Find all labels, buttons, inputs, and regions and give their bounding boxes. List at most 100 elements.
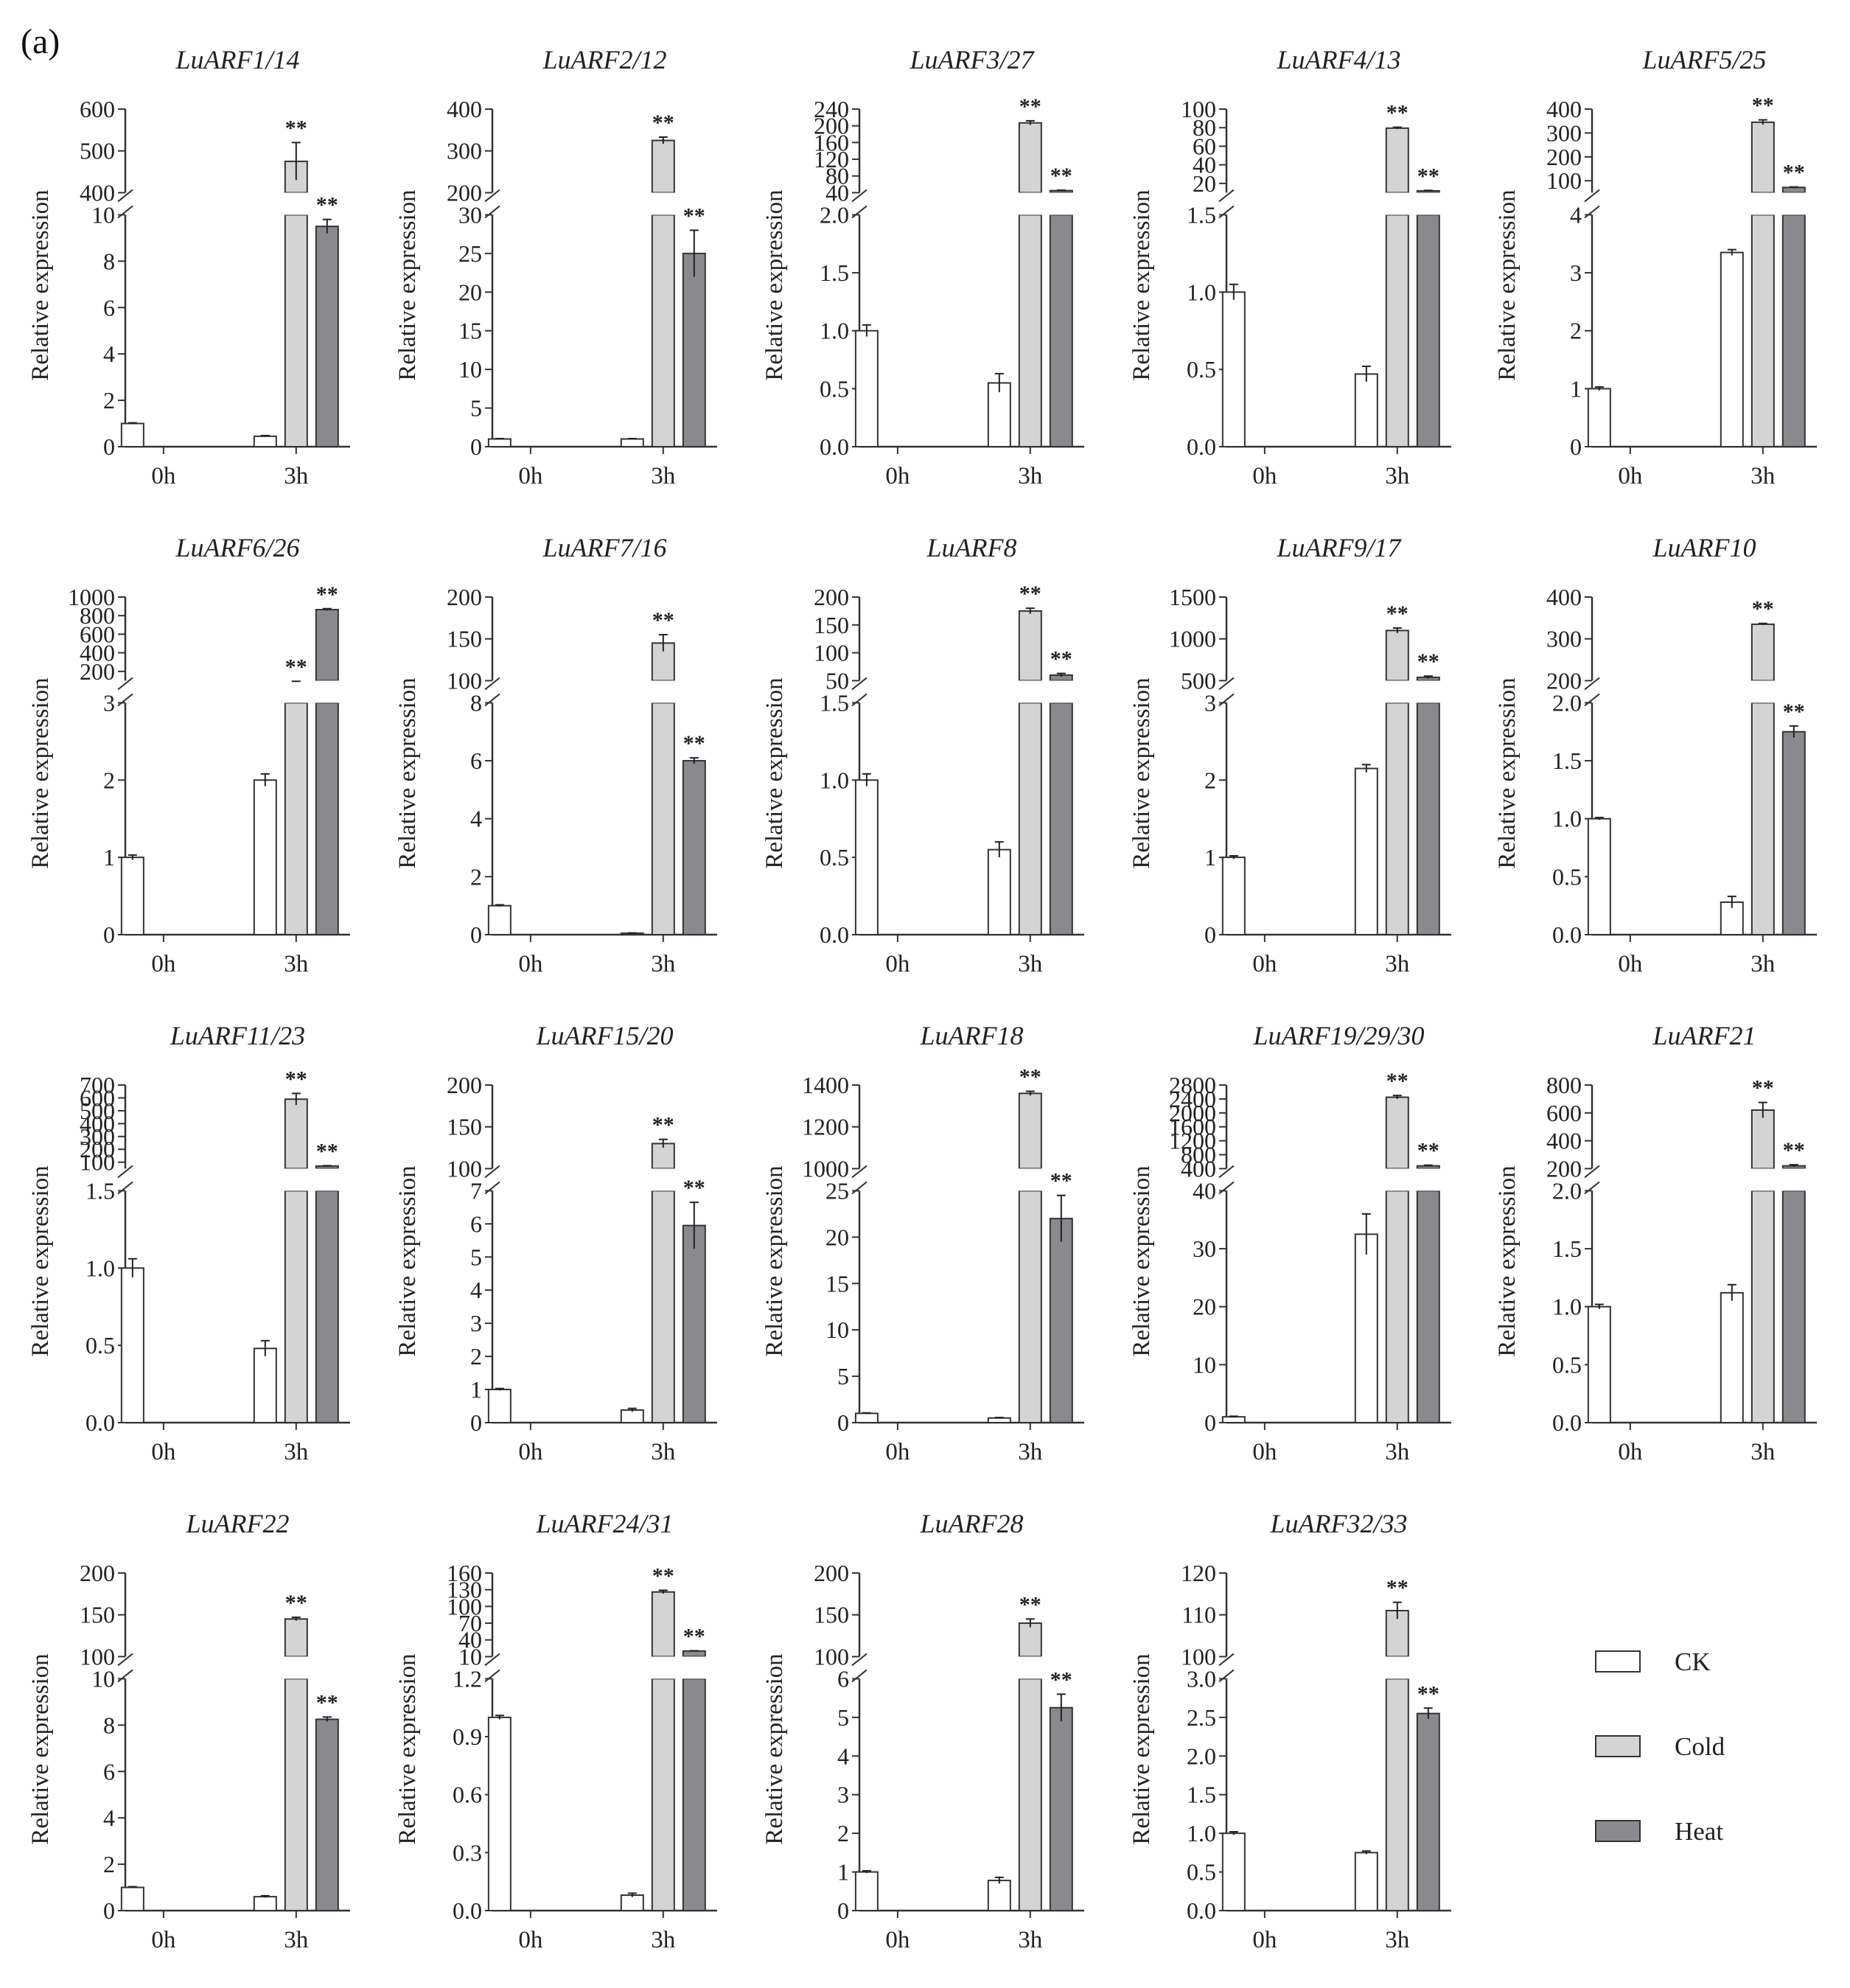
y-tick-label: 25 xyxy=(458,240,482,267)
y-tick-label: 6 xyxy=(837,1665,849,1692)
significance-marker: ** xyxy=(1050,1667,1072,1692)
x-tick-label: 0h xyxy=(1252,1927,1277,1953)
y-tick-label: 0.0 xyxy=(1187,433,1216,460)
bar-ck xyxy=(987,1880,1011,1911)
x-tick-label: 0h xyxy=(518,463,543,489)
bar-cold-upper xyxy=(651,139,675,194)
bar-ck xyxy=(487,438,512,447)
chart-luarf19-29-30: LuARF19/29/30 Relative expression 0 10 20 30 4… xyxy=(1128,1021,1451,1465)
bar-break-gap xyxy=(681,1656,707,1679)
chart-title: LuARF22 xyxy=(186,1509,290,1538)
y-tick-label: 400 xyxy=(1546,1128,1582,1154)
y-tick-label: 2800 xyxy=(1169,1072,1216,1098)
y-tick-label: 4 xyxy=(470,806,482,832)
bar-heat xyxy=(1416,702,1440,935)
y-tick-label: 1.0 xyxy=(1187,279,1216,305)
bar-break-gap xyxy=(650,1168,676,1191)
significance-marker: ** xyxy=(316,193,338,217)
bar-ck xyxy=(487,1716,512,1912)
x-tick-label: 3h xyxy=(284,463,309,489)
y-tick-label: 0 xyxy=(837,1897,849,1924)
y-axis-label: Relative expression xyxy=(1128,1165,1155,1356)
chart-luarf24-31: LuARF24/31 Relative expression 0.0 0.3 0.6 0.… xyxy=(394,1509,717,1953)
bar-heat xyxy=(1049,1706,1073,1911)
x-tick-label: 3h xyxy=(651,1439,676,1465)
axis-break-mark xyxy=(484,693,500,707)
y-tick-label: 10 xyxy=(1193,1351,1216,1378)
chart-luarf2-12: LuARF2/12 Relative expression 0 5 10 15 20 25 30… xyxy=(394,45,717,489)
significance-marker: ** xyxy=(1417,1681,1439,1706)
bar-cold-upper xyxy=(1018,122,1042,194)
significance-marker: ** xyxy=(285,655,307,679)
y-axis-label: Relative expression xyxy=(27,1165,54,1356)
bar-ck xyxy=(120,1886,144,1911)
bar-break-gap xyxy=(1017,192,1043,215)
y-tick-label: 200 xyxy=(1546,144,1582,170)
bar-heat xyxy=(1781,1190,1806,1424)
significance-marker: ** xyxy=(683,731,705,756)
y-tick-label: 1200 xyxy=(802,1114,849,1140)
bar-cold-upper xyxy=(284,1618,308,1658)
bar-break-gap xyxy=(1781,192,1807,215)
y-tick-label: 1.5 xyxy=(820,689,849,716)
y-tick-label: 500 xyxy=(80,1098,115,1124)
y-tick-label: 200 xyxy=(447,584,482,610)
chart-title: LuARF1/14 xyxy=(175,45,300,74)
y-tick-label: 1500 xyxy=(1169,584,1216,610)
axis-break-mark xyxy=(117,677,133,691)
bar-ck xyxy=(1354,1852,1378,1911)
y-tick-label: 10 xyxy=(91,1665,115,1692)
y-tick-label: 400 xyxy=(447,96,482,122)
significance-marker: ** xyxy=(1386,1576,1409,1600)
y-tick-label: 2.0 xyxy=(1187,1743,1216,1769)
axis-break-mark xyxy=(851,677,868,691)
axis-break-mark xyxy=(1584,1165,1600,1179)
y-tick-label: 2 xyxy=(470,1343,482,1370)
y-axis-label: Relative expression xyxy=(761,189,788,380)
y-tick-label: 1 xyxy=(1570,375,1582,402)
bar-ck xyxy=(987,848,1011,936)
axis-break-mark xyxy=(1584,1181,1600,1195)
axis-break-mark xyxy=(484,677,500,691)
chart-title: LuARF7/16 xyxy=(542,533,667,562)
bar-cold-upper xyxy=(651,1591,675,1658)
y-tick-label: 120 xyxy=(1181,1560,1216,1586)
y-tick-label: 0.0 xyxy=(85,1409,115,1436)
bar-cold-upper xyxy=(1750,623,1775,682)
y-tick-label: 700 xyxy=(80,1072,115,1098)
bar-heat xyxy=(1049,214,1073,447)
bar-cold xyxy=(1385,1190,1409,1424)
y-tick-label: 0.3 xyxy=(453,1839,482,1866)
y-tick-label: 400 xyxy=(1546,584,1582,610)
bar-cold xyxy=(284,214,308,447)
bar-cold xyxy=(284,702,308,935)
x-tick-label: 0h xyxy=(518,1439,543,1465)
x-tick-label: 0h xyxy=(1618,463,1643,489)
bar-cold-upper xyxy=(1385,127,1409,194)
x-tick-label: 0h xyxy=(151,951,176,977)
chart-luarf18: LuARF18 Relative expression 0 5 10 15 20 251000… xyxy=(761,1021,1084,1465)
y-tick-label: 130 xyxy=(447,1577,482,1603)
y-tick-label: 200 xyxy=(80,1560,115,1586)
bar-heat xyxy=(682,1224,706,1424)
x-tick-label: 0h xyxy=(885,1927,910,1953)
significance-marker: ** xyxy=(316,582,338,607)
axis-break-mark xyxy=(1218,693,1235,707)
significance-marker: ** xyxy=(652,1563,674,1588)
y-tick-label: 1.5 xyxy=(1187,201,1216,228)
y-tick-label: 200 xyxy=(447,1072,482,1098)
y-tick-label: 200 xyxy=(814,113,849,139)
y-tick-label: 150 xyxy=(447,1114,482,1140)
y-tick-label: 8 xyxy=(103,248,115,274)
panel-label: (a) xyxy=(21,22,60,61)
y-tick-label: 400 xyxy=(80,1110,115,1137)
bar-break-gap xyxy=(650,680,676,703)
y-tick-label: 100 xyxy=(1181,96,1216,122)
y-tick-label: 40 xyxy=(825,179,849,206)
y-tick-label: 1 xyxy=(1204,844,1216,871)
y-tick-label: 6 xyxy=(103,294,115,321)
y-tick-label: 2 xyxy=(1570,318,1582,344)
